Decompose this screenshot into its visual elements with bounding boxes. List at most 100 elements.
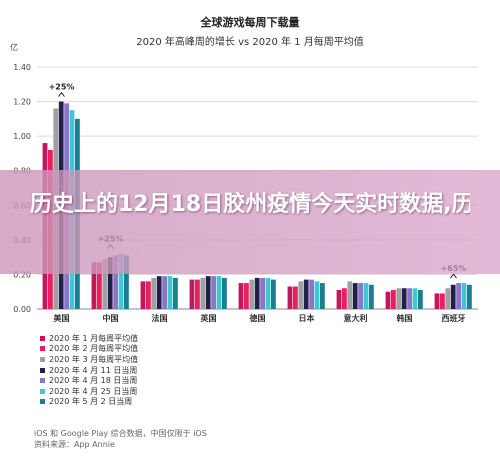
annotation-arrow-icon xyxy=(450,273,457,279)
bar xyxy=(298,281,304,309)
bar xyxy=(293,286,298,309)
legend-swatch xyxy=(40,356,45,362)
bar xyxy=(260,277,265,309)
bar xyxy=(401,288,407,309)
x-tick-label: 英国 xyxy=(200,313,217,323)
legend-label: 2020 年 2 月每周平均值 xyxy=(49,344,139,354)
bar xyxy=(309,279,314,309)
bar xyxy=(205,276,211,309)
legend-swatch xyxy=(40,388,45,394)
bar xyxy=(238,283,244,309)
x-tick-label: 日本 xyxy=(299,313,315,323)
legend-item: 2020 年 3 月每周平均值 xyxy=(40,354,240,365)
bar xyxy=(156,276,162,309)
bar xyxy=(167,276,173,309)
bar xyxy=(314,281,320,309)
legend-swatch xyxy=(40,399,45,405)
annotation-label: +25% xyxy=(49,83,75,92)
bar xyxy=(254,277,260,309)
bar xyxy=(352,283,358,309)
bar xyxy=(189,279,195,309)
legend-item: 2020 年 4 月 18 日当周 xyxy=(40,375,240,386)
legend-label: 2020 年 1 月每周平均值 xyxy=(49,333,139,343)
y-tick-label: 1.40 xyxy=(13,63,31,72)
y-tick-label: 1.00 xyxy=(13,132,31,141)
bar xyxy=(146,281,151,309)
bar xyxy=(434,293,440,309)
legend-label: 2020 年 4 月 11 日当周 xyxy=(49,365,138,375)
bar xyxy=(363,283,369,309)
bar xyxy=(200,277,206,309)
legend-item: 2020 年 2 月每周平均值 xyxy=(40,344,240,355)
bar xyxy=(162,276,167,309)
source-note: iOS 和 Google Play 综合数据，中国仅限于 iOS 资料来源：Ap… xyxy=(34,428,207,450)
x-tick-label: 法国 xyxy=(152,313,168,323)
chart-title: 全球游戏每周下载量 xyxy=(200,16,300,29)
bar xyxy=(358,283,363,309)
source-line-1: iOS 和 Google Play 综合数据，中国仅限于 iOS xyxy=(34,429,207,438)
legend-item: 2020 年 5 月 2 日当周 xyxy=(40,397,240,408)
bar xyxy=(412,288,418,309)
bar xyxy=(445,288,451,309)
bar xyxy=(249,279,255,309)
bar xyxy=(195,279,200,309)
bar xyxy=(461,283,467,309)
bar xyxy=(151,277,157,309)
legend-label: 2020 年 3 月每周平均值 xyxy=(49,354,139,364)
legend-swatch xyxy=(40,378,45,384)
bar-chart: 0.000.200.400.600.801.001.201.40美国中国法国英国… xyxy=(13,63,478,323)
bar xyxy=(173,277,178,309)
legend-item: 2020 年 1 月每周平均值 xyxy=(40,333,240,344)
source-line-2: 资料来源：App Annie xyxy=(34,440,115,449)
bar xyxy=(216,276,222,309)
bar xyxy=(222,277,227,309)
legend-label: 2020 年 4 月 18 日当周 xyxy=(49,376,138,386)
legend-swatch xyxy=(40,335,45,341)
legend-label: 2020 年 5 月 2 日当周 xyxy=(49,397,133,407)
bar xyxy=(369,284,374,309)
x-tick-label: 中国 xyxy=(103,313,119,323)
x-tick-label: 美国 xyxy=(54,313,70,323)
legend-swatch xyxy=(40,367,45,373)
chart-subtitle: 2020 年高峰周的增长 vs 2020 年 1 月每周平均值 xyxy=(136,37,364,48)
bar xyxy=(107,257,113,309)
bar xyxy=(391,289,396,309)
bar xyxy=(320,283,325,309)
legend-item: 2020 年 4 月 25 日当周 xyxy=(40,386,240,397)
bar xyxy=(396,288,402,309)
legend-item: 2020 年 4 月 11 日当周 xyxy=(40,365,240,376)
legend: 2020 年 1 月每周平均值 2020 年 2 月每周平均值 2020 年 3… xyxy=(40,333,240,407)
bar xyxy=(342,288,347,309)
annotation-arrow-icon xyxy=(58,91,65,97)
x-tick-label: 韩国 xyxy=(397,313,413,323)
bar xyxy=(244,283,249,309)
bar xyxy=(118,253,124,309)
bar xyxy=(456,283,461,309)
overlay-banner-text[interactable]: 历史上的12月18日胶州疫情今天实时数据,历史上的胶州，疫 xyxy=(30,192,470,217)
bar xyxy=(102,258,108,309)
y-tick-label: 0.00 xyxy=(13,305,31,314)
bar xyxy=(265,277,271,309)
x-tick-label: 德国 xyxy=(250,313,266,323)
legend-label: 2020 年 4 月 25 日当周 xyxy=(49,386,138,396)
bar xyxy=(140,281,146,309)
y-tick-label: 1.20 xyxy=(13,98,31,107)
bar xyxy=(124,255,129,309)
bar xyxy=(440,293,445,309)
bar xyxy=(97,262,102,309)
bar xyxy=(271,279,276,309)
bar xyxy=(467,284,472,309)
bar xyxy=(91,262,97,309)
y-tick-label: 0.20 xyxy=(13,270,31,279)
bar xyxy=(211,276,216,309)
bar xyxy=(113,255,118,309)
bar xyxy=(407,288,412,309)
bar xyxy=(450,284,456,309)
x-tick-label: 西班牙 xyxy=(442,313,466,323)
legend-swatch xyxy=(40,346,45,352)
x-tick-label: 意大利 xyxy=(344,313,368,323)
bar xyxy=(347,281,353,309)
bar xyxy=(303,279,309,309)
overlay-banner xyxy=(0,170,500,274)
bar xyxy=(287,286,293,309)
